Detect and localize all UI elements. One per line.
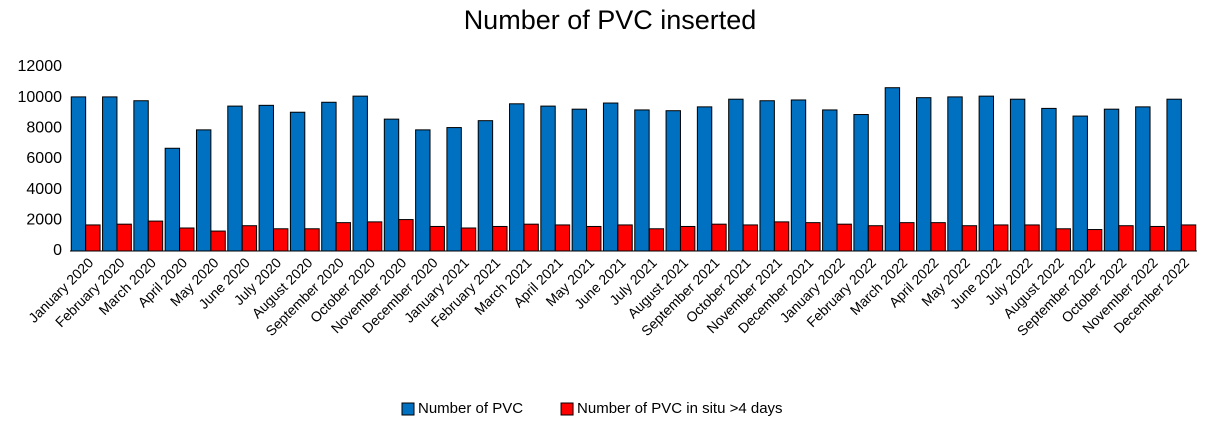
- bar: [822, 109, 838, 252]
- bar: [1180, 224, 1197, 252]
- bar: [258, 104, 274, 252]
- bar: [398, 219, 414, 252]
- y-tick-label: 8000: [26, 120, 62, 137]
- bar: [352, 95, 368, 252]
- bar: [1086, 229, 1103, 252]
- bar: [429, 225, 445, 252]
- bar: [1041, 107, 1057, 252]
- y-tick-label: 0: [53, 242, 62, 259]
- chart-title: Number of PVC inserted: [464, 5, 757, 35]
- bar: [1055, 228, 1072, 252]
- bar: [179, 227, 195, 252]
- y-tick-label: 4000: [26, 181, 62, 198]
- bar: [195, 129, 212, 252]
- bar: [102, 96, 118, 252]
- bar: [383, 118, 400, 252]
- legend-item: Number of PVC in situ >4 days: [560, 400, 783, 417]
- bar: [1149, 225, 1165, 252]
- bar: [492, 225, 508, 252]
- bar: [289, 111, 306, 252]
- y-tick-label: 10000: [18, 89, 63, 106]
- bar: [679, 225, 696, 252]
- bar: [304, 228, 320, 252]
- bar: [947, 96, 963, 252]
- bar: [1103, 108, 1120, 252]
- bar: [509, 103, 525, 252]
- bar: [978, 95, 995, 252]
- bar: [446, 127, 462, 252]
- bar: [116, 223, 132, 252]
- bar: [993, 224, 1009, 252]
- y-tick-label: 6000: [26, 150, 62, 167]
- bar: [321, 101, 337, 252]
- bar: [523, 223, 539, 252]
- legend-swatch: [401, 402, 415, 416]
- bar: [773, 221, 790, 252]
- bar: [1024, 224, 1040, 252]
- bar: [1072, 115, 1088, 252]
- bar: [899, 222, 915, 252]
- bar: [1135, 106, 1151, 252]
- bar: [930, 222, 946, 252]
- bar: [85, 224, 101, 252]
- bar: [916, 97, 932, 252]
- bar: [272, 228, 289, 252]
- bar: [853, 114, 869, 252]
- legend-label: Number of PVC: [418, 400, 523, 417]
- bar: [415, 129, 431, 252]
- bar: [617, 224, 633, 252]
- y-tick-label: 2000: [26, 212, 62, 229]
- bar: [648, 228, 665, 252]
- bar: [836, 223, 852, 252]
- bar: [884, 87, 901, 252]
- bar: [133, 100, 149, 252]
- bar: [366, 221, 383, 252]
- bar: [867, 225, 884, 252]
- bar: [1009, 98, 1026, 252]
- bar: [711, 223, 727, 252]
- bar: [805, 222, 821, 252]
- y-tick-label: 12000: [18, 58, 63, 75]
- bar: [634, 109, 650, 252]
- bar: [759, 100, 775, 252]
- legend-item: Number of PVC: [401, 400, 523, 417]
- bar: [164, 147, 181, 252]
- bar: [227, 105, 243, 252]
- bar: [602, 102, 619, 252]
- bar: [241, 225, 258, 252]
- legend-label: Number of PVC in situ >4 days: [577, 400, 783, 417]
- bar: [790, 99, 807, 252]
- bar: [961, 225, 978, 252]
- bar: [460, 227, 477, 252]
- bar: [696, 106, 713, 252]
- bar: [742, 224, 758, 252]
- bar: [1166, 98, 1182, 252]
- bar: [70, 96, 87, 252]
- bar: [540, 105, 556, 252]
- bar: [147, 220, 164, 252]
- bar: [586, 225, 602, 252]
- bar: [477, 120, 494, 252]
- bar: [210, 230, 226, 252]
- bar: [728, 98, 744, 252]
- bar: [335, 222, 351, 252]
- bar: [1118, 225, 1134, 252]
- bar: [665, 110, 681, 252]
- bar: [554, 224, 571, 252]
- legend-swatch: [560, 402, 574, 416]
- bar: [571, 108, 588, 252]
